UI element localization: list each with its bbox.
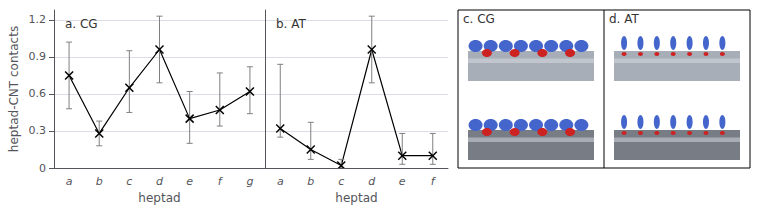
svg-text:0.3: 0.3 — [29, 124, 47, 137]
svg-text:d. AT: d. AT — [609, 12, 640, 26]
svg-text:heptad: heptad — [138, 191, 180, 205]
svg-text:b: b — [307, 175, 314, 188]
svg-text:a: a — [277, 175, 284, 188]
svg-text:b. AT: b. AT — [276, 17, 307, 31]
svg-text:0.9: 0.9 — [29, 50, 47, 63]
svg-text:d: d — [156, 175, 164, 188]
svg-text:a. CG: a. CG — [65, 17, 98, 31]
svg-text:e: e — [399, 175, 406, 188]
svg-text:heptad: heptad — [335, 191, 377, 205]
svg-text:e: e — [186, 175, 193, 188]
svg-text:c: c — [126, 175, 132, 188]
svg-text:0.6: 0.6 — [29, 87, 47, 100]
svg-text:f: f — [218, 175, 224, 188]
svg-text:c. CG: c. CG — [463, 12, 495, 26]
svg-text:heptad-CNT contacts: heptad-CNT contacts — [7, 26, 21, 152]
svg-text:0: 0 — [39, 162, 46, 175]
svg-text:b: b — [96, 175, 103, 188]
svg-text:a: a — [66, 175, 73, 188]
svg-text:g: g — [246, 175, 253, 188]
svg-text:c: c — [338, 175, 344, 188]
svg-text:d: d — [368, 175, 376, 188]
svg-text:1.2: 1.2 — [29, 13, 47, 26]
svg-text:f: f — [431, 175, 437, 188]
